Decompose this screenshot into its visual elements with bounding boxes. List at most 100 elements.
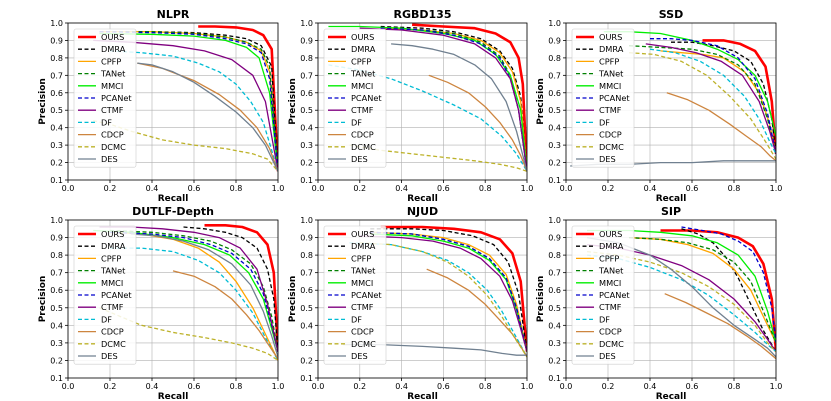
y-tick-label: 0.1 xyxy=(548,176,561,185)
series-line-cpfp xyxy=(370,231,527,352)
x-tick-label: 0.2 xyxy=(602,184,615,193)
y-tick-label: 0.5 xyxy=(50,106,63,115)
y-tick-label: 1.0 xyxy=(300,216,313,225)
x-tick-label: 0.4 xyxy=(146,184,159,193)
legend-label-dcmc: DCMC xyxy=(351,339,376,349)
x-tick-label: 0.4 xyxy=(644,184,657,193)
legend-box xyxy=(73,225,137,365)
legend-label-mmci: MMCI xyxy=(599,278,621,288)
legend-label-cdcp: CDCP xyxy=(351,327,374,337)
y-tick-label: 1.0 xyxy=(50,19,63,28)
y-tick-label: 0.8 xyxy=(300,54,313,63)
legend-label-ctmf: CTMF xyxy=(101,105,124,115)
legend-label-dmra: DMRA xyxy=(351,44,376,54)
x-tick-label: 0.2 xyxy=(353,382,366,391)
y-tick-label: 0.4 xyxy=(548,321,561,330)
y-tick-label: 0.1 xyxy=(300,374,313,383)
axes-frame xyxy=(67,22,279,181)
x-tick-label: 1.0 xyxy=(521,184,534,193)
series-line-cdcp xyxy=(172,270,278,360)
series-line-dcmc xyxy=(349,144,527,172)
series-line-dmra xyxy=(380,25,527,172)
x-axis-label: Recall xyxy=(407,392,438,401)
x-tick-label: 1.0 xyxy=(272,184,285,193)
y-tick-label: 0.8 xyxy=(50,251,63,260)
legend-label-dmra: DMRA xyxy=(101,44,126,54)
x-axis-label: Recall xyxy=(656,194,687,204)
y-tick-label: 0.7 xyxy=(548,71,561,80)
legend-label-ctmf: CTMF xyxy=(351,105,374,115)
y-tick-label: 0.8 xyxy=(548,54,561,63)
y-tick-label: 0.1 xyxy=(300,176,313,185)
legend-label-mmci: MMCI xyxy=(351,278,373,288)
series-line-dmra xyxy=(370,228,527,352)
series-line-ours xyxy=(380,225,527,352)
y-tick-label: 0.9 xyxy=(300,234,313,243)
series-line-df xyxy=(649,48,776,155)
x-tick-label: 1.0 xyxy=(770,184,783,193)
series-line-pcanet xyxy=(99,31,278,172)
x-tick-label: 0.0 xyxy=(560,184,573,193)
series-line-pcanet xyxy=(370,231,527,352)
legend-label-cdcp: CDCP xyxy=(351,130,374,140)
x-tick-label: 0.6 xyxy=(686,184,699,193)
chart-title: SSD xyxy=(659,8,683,21)
series-line-cdcp xyxy=(137,62,278,172)
series-line-pcanet xyxy=(650,38,776,154)
x-tick-label: 0.6 xyxy=(188,184,201,193)
legend-label-cdcp: CDCP xyxy=(599,327,622,337)
y-tick-label: 0.1 xyxy=(50,176,63,185)
axes-frame xyxy=(67,219,279,379)
legend-label-cpfp: CPFP xyxy=(101,56,121,66)
series-line-df xyxy=(109,50,278,172)
legend-label-ours: OURS xyxy=(599,229,622,239)
axes-frame xyxy=(317,219,528,379)
series-line-mmci xyxy=(587,229,776,344)
y-tick-label: 0.5 xyxy=(300,106,313,115)
legend-label-cdcp: CDCP xyxy=(599,130,622,140)
x-tick-label: 0.6 xyxy=(686,382,699,391)
y-tick-label: 0.4 xyxy=(50,321,63,330)
legend-label-cdcp: CDCP xyxy=(101,130,124,140)
y-tick-label: 1.0 xyxy=(548,216,561,225)
y-tick-label: 0.4 xyxy=(548,124,561,133)
series-line-tanet xyxy=(628,45,776,154)
y-tick-label: 0.4 xyxy=(300,124,313,133)
series-line-pcanet xyxy=(681,226,776,343)
y-tick-label: 0.3 xyxy=(548,339,561,348)
legend-label-cpfp: CPFP xyxy=(599,56,619,66)
y-tick-label: 0.7 xyxy=(50,71,63,80)
y-tick-label: 0.3 xyxy=(300,141,313,150)
legend-label-tanet: TANet xyxy=(100,266,126,276)
legend-label-cpfp: CPFP xyxy=(351,253,371,263)
legend-label-mmci: MMCI xyxy=(101,81,123,91)
x-tick-label: 0.8 xyxy=(230,184,243,193)
x-tick-label: 0.6 xyxy=(437,382,450,391)
y-tick-label: 0.5 xyxy=(548,304,561,313)
series-line-mmci xyxy=(370,233,527,352)
legend-box xyxy=(73,28,137,168)
legend-label-tanet: TANet xyxy=(100,69,126,79)
x-tick-label: 0.2 xyxy=(104,184,117,193)
y-tick-label: 0.8 xyxy=(300,251,313,260)
y-tick-label: 0.2 xyxy=(300,159,313,168)
chart-title: SIP xyxy=(661,205,681,218)
y-axis-label: Precision xyxy=(288,276,298,323)
legend-label-df: DF xyxy=(351,314,362,324)
series-line-tanet xyxy=(370,231,527,352)
x-tick-label: 0.8 xyxy=(479,184,492,193)
y-tick-label: 0.3 xyxy=(50,339,63,348)
legend-label-mmci: MMCI xyxy=(351,81,373,91)
chart-title: RGBD135 xyxy=(394,8,452,21)
legend-label-dcmc: DCMC xyxy=(351,142,376,152)
x-tick-label: 0.2 xyxy=(602,382,615,391)
x-tick-label: 1.0 xyxy=(770,382,783,391)
series-line-pcanet xyxy=(109,231,278,352)
x-tick-label: 0.0 xyxy=(312,382,325,391)
y-tick-label: 0.6 xyxy=(50,89,63,98)
series-line-dcmc xyxy=(628,52,776,160)
x-tick-label: 0.4 xyxy=(395,382,408,391)
legend-label-ours: OURS xyxy=(351,229,374,239)
x-tick-label: 0.4 xyxy=(395,184,408,193)
legend-label-ctmf: CTMF xyxy=(599,302,622,312)
